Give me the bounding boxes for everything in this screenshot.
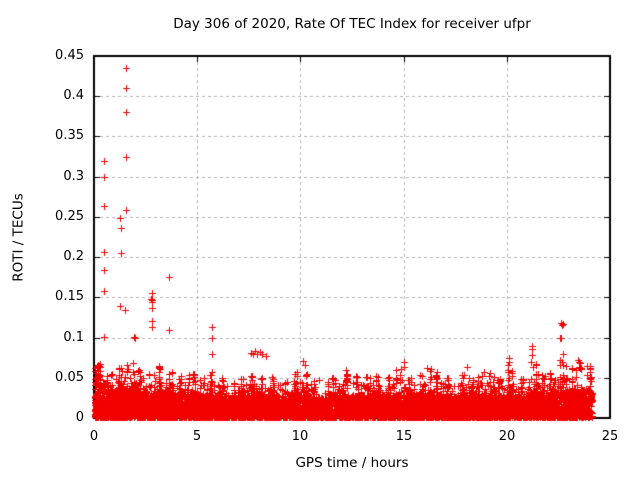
- y-tick-label: 0.2: [63, 249, 84, 264]
- x-tick-label: 25: [601, 429, 619, 444]
- y-tick-label: 0: [75, 410, 84, 425]
- y-tick-label: 0.25: [55, 209, 84, 224]
- y-tick-label: 0.3: [63, 169, 84, 184]
- y-tick-label: 0.4: [63, 88, 84, 103]
- x-tick-label: 10: [291, 429, 309, 444]
- x-tick-label: 5: [192, 429, 202, 444]
- x-tick-label: 20: [498, 429, 516, 444]
- y-tick-label: 0.45: [55, 48, 84, 63]
- y-tick-label: 0.35: [55, 128, 84, 143]
- x-tick-label: 15: [395, 429, 413, 444]
- x-tick-label: 0: [89, 429, 99, 444]
- y-tick-label: 0.1: [63, 330, 84, 345]
- y-tick-label: 0.15: [55, 289, 84, 304]
- y-tick-label: 0.05: [55, 370, 84, 385]
